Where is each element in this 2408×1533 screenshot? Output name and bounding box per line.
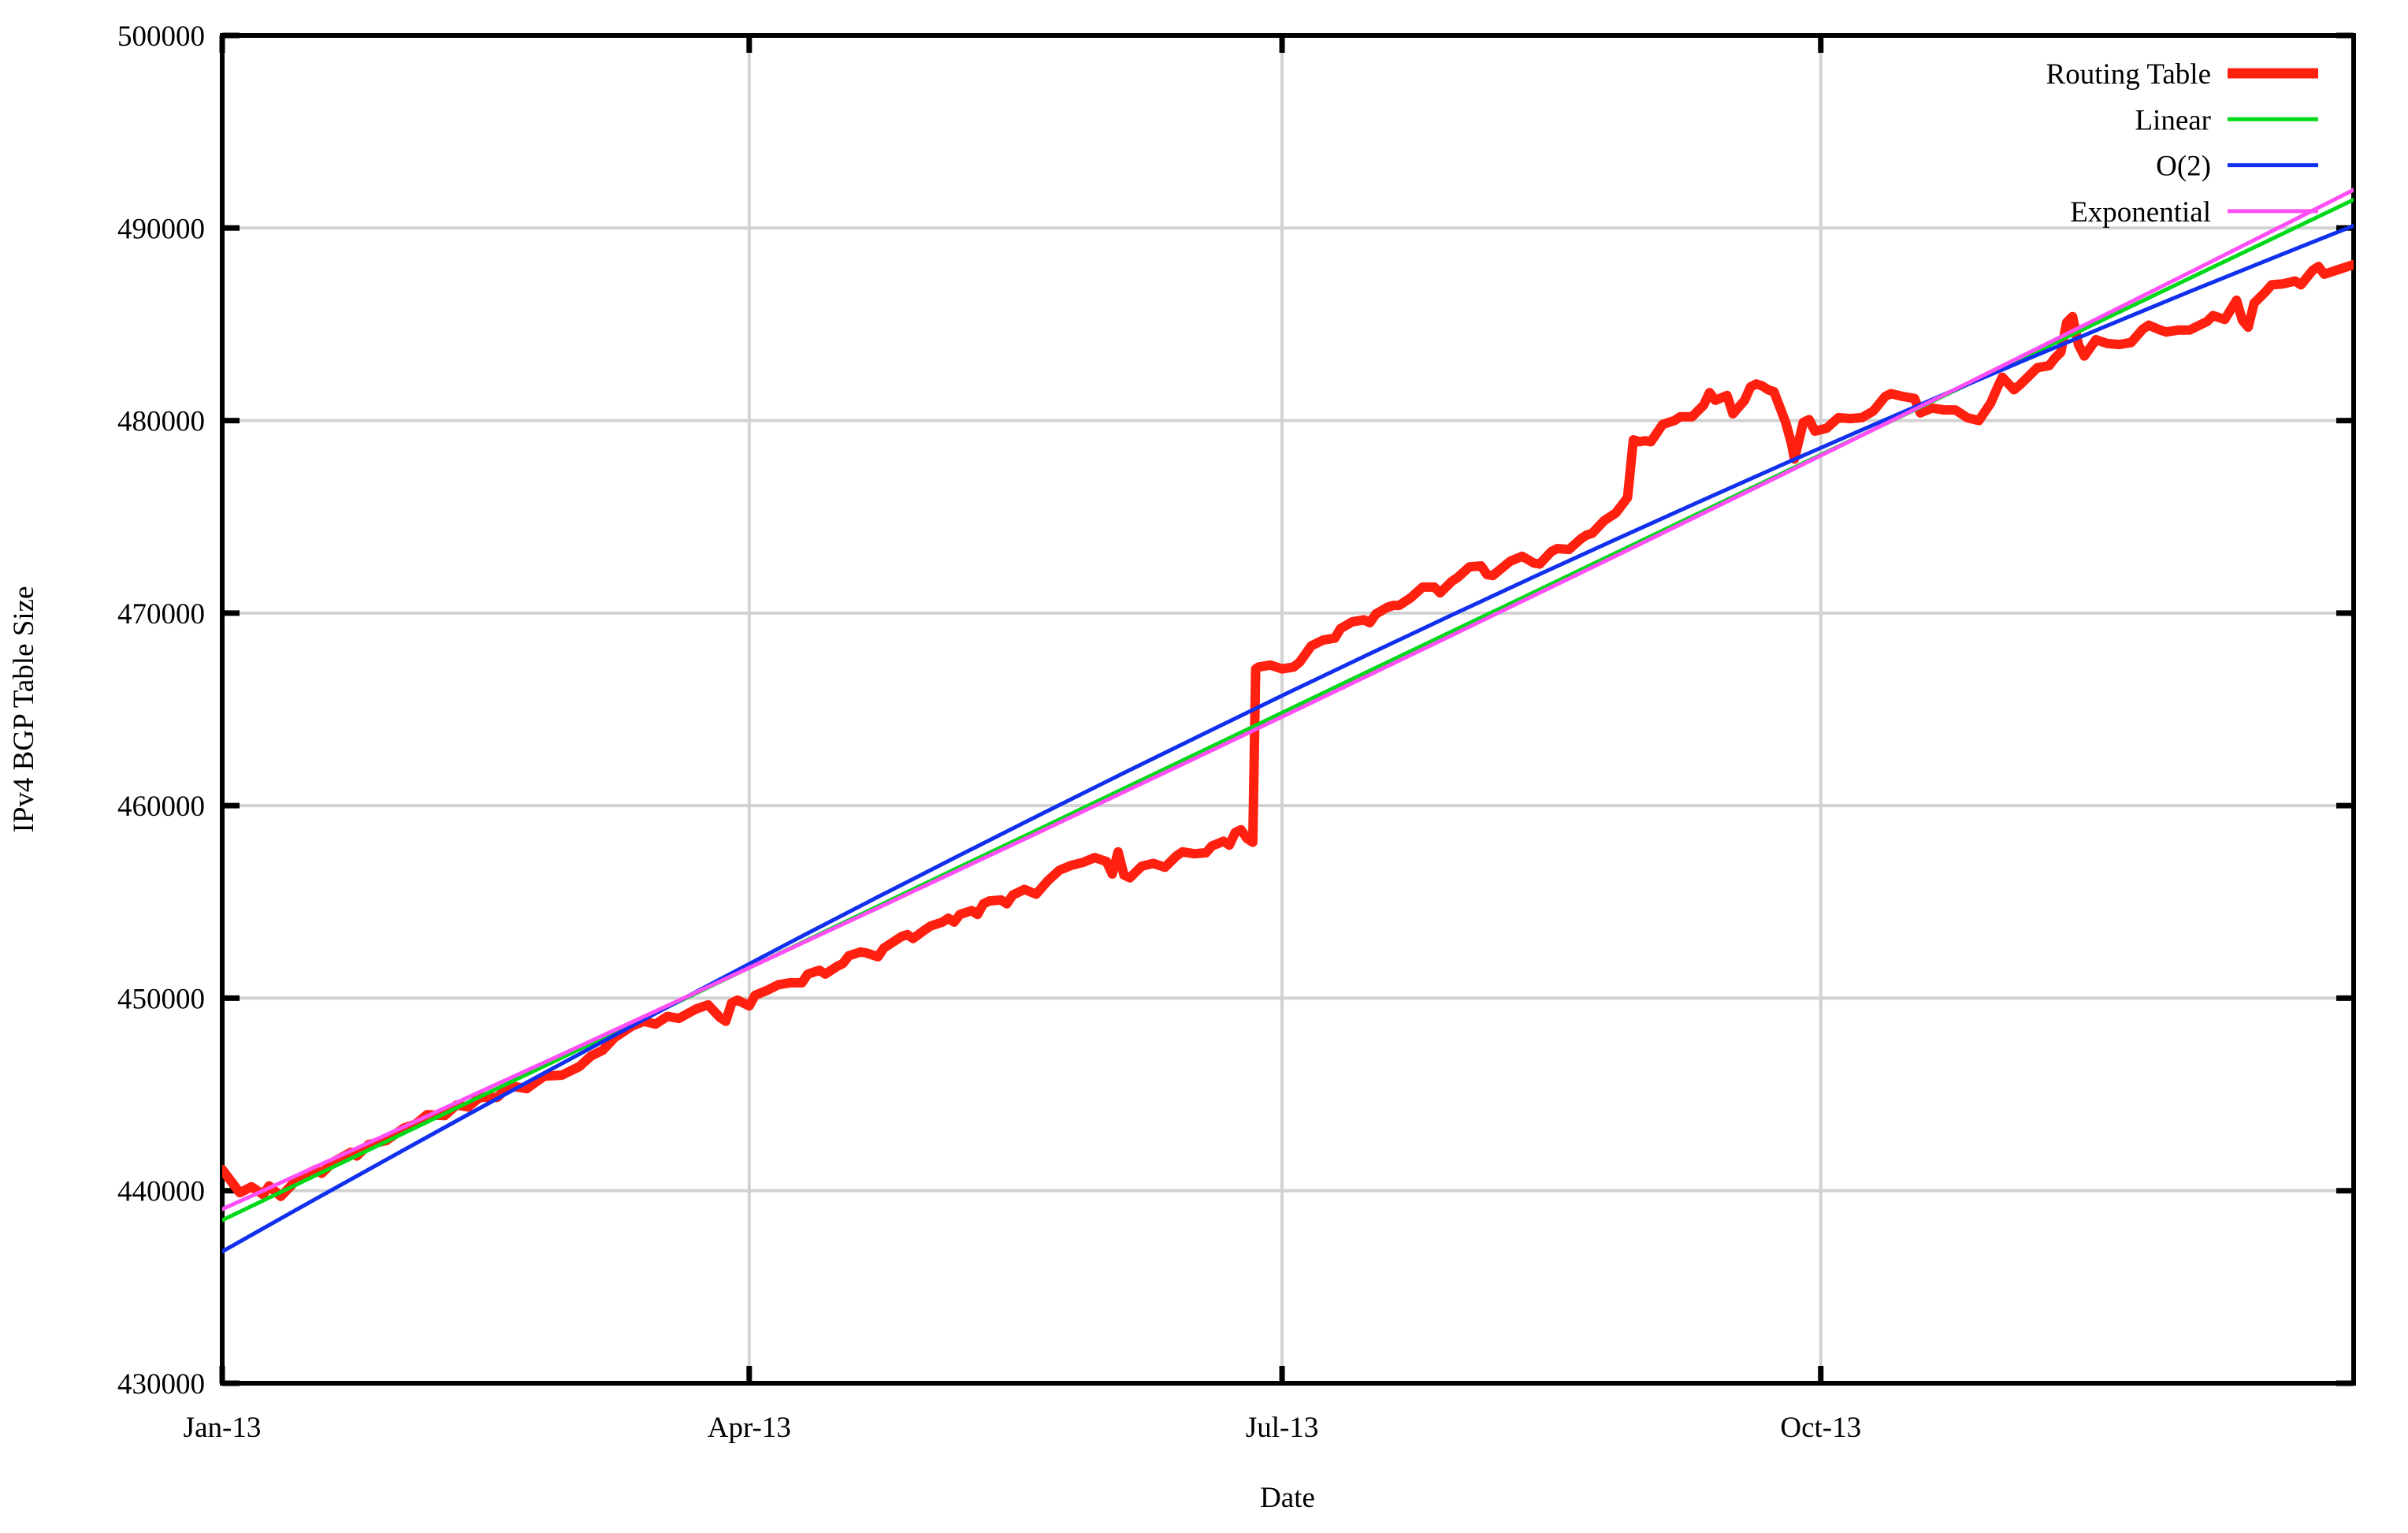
legend-label: Linear <box>2135 104 2211 136</box>
y-tick-label: 430000 <box>117 1368 205 1401</box>
x-axis-title: Date <box>1260 1482 1315 1514</box>
y-tick-label: 480000 <box>117 406 205 438</box>
plot-border <box>220 33 2356 1386</box>
x-tick-label: Jul-13 <box>1246 1412 1319 1444</box>
y-tick-label: 460000 <box>117 791 205 823</box>
legend-label: Exponential <box>2070 196 2211 229</box>
legend-row-routing-table: Routing Table <box>2046 58 2318 91</box>
legend-row-exponential: Exponential <box>2070 196 2318 229</box>
y-axis-title: IPv4 BGP Table Size <box>8 586 40 833</box>
legend-row-linear: Linear <box>2135 104 2318 136</box>
x-tick-label: Apr-13 <box>708 1412 791 1444</box>
legend-label: Routing Table <box>2046 58 2211 91</box>
y-tick-label: 440000 <box>117 1176 205 1208</box>
x-tick-label: Jan-13 <box>184 1412 262 1444</box>
series-line-linear <box>222 197 2354 1222</box>
chart-generated-content: Routing Table Linear O(2) Exponential 430000… <box>117 20 2356 1444</box>
legend: Routing Table Linear O(2) Exponential <box>2046 58 2318 229</box>
y-tick-label: 470000 <box>117 598 205 631</box>
series-group <box>222 188 2354 1254</box>
y-tick-label: 490000 <box>117 213 205 245</box>
series-line-routing-table <box>222 259 2354 1201</box>
series-line-exponential <box>222 188 2354 1211</box>
x-tick-label: Oct-13 <box>1780 1412 1861 1444</box>
y-tick-label: 500000 <box>117 20 205 53</box>
legend-row-o-2: O(2) <box>2156 151 2318 183</box>
legend-label: O(2) <box>2156 151 2211 183</box>
y-tick-label: 450000 <box>117 983 205 1015</box>
series-line-o-2 <box>222 223 2354 1254</box>
